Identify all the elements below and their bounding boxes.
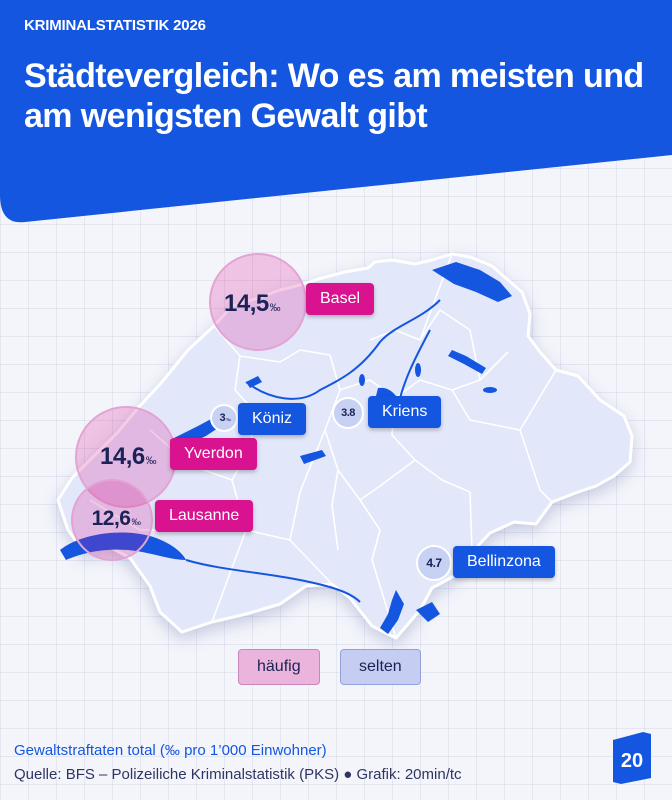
bubble-koeniz [210, 404, 238, 432]
value-bellinzona: 4.7 [426, 556, 442, 570]
city-label-basel: Basel [306, 283, 375, 315]
legend-high: häufig [238, 649, 320, 685]
map-caption: Gewaltstraftaten total (‰ pro 1’000 Einw… [14, 742, 327, 759]
lake-geneva [60, 532, 186, 560]
city-label-lausanne: Lausanne [155, 500, 254, 532]
bubble-kriens [332, 397, 364, 429]
value-lausanne: 12,6‰ [91, 507, 141, 530]
bubble-lausanne [71, 479, 153, 561]
legend-low: selten [340, 649, 421, 685]
city-label-kriens: Kriens [368, 396, 442, 428]
source-credit: Quelle: BFS – Polizeiliche Kriminalstati… [14, 766, 462, 783]
lake-thun [300, 450, 326, 464]
river-rhone [185, 559, 361, 603]
lake-zurich [448, 350, 486, 374]
city-label-bellinzona: Bellinzona [453, 546, 555, 578]
lake-zug [415, 363, 421, 377]
river-aare [245, 299, 441, 400]
bubbles [71, 253, 452, 581]
value-kriens: 3.8 [341, 407, 355, 419]
header-background [0, 0, 672, 223]
value-yverdon: 14,6‰ [99, 443, 157, 470]
lake-walen [483, 387, 497, 393]
lake-sempach [359, 374, 365, 386]
20min-logo-icon: 20 [613, 732, 651, 784]
value-basel: 14,5‰ [223, 290, 281, 317]
value-koeniz: 3‰ [219, 412, 231, 424]
city-label-yverdon: Yverdon [170, 438, 257, 470]
lake-constance [432, 262, 512, 302]
kicker: KRIMINALSTATISTIK 2026 [24, 17, 206, 34]
bubble-bellinzona [416, 545, 452, 581]
svg-text:20: 20 [621, 750, 643, 772]
lake-maggiore [380, 590, 404, 634]
switzerland-map [56, 252, 634, 640]
header: KRIMINALSTATISTIK 2026 Städtevergleich: … [0, 0, 672, 230]
lake-lugano [416, 602, 440, 622]
city-label-koeniz: Köniz [238, 403, 307, 435]
page-title: Städtevergleich: Wo es am meisten und am… [24, 57, 644, 135]
